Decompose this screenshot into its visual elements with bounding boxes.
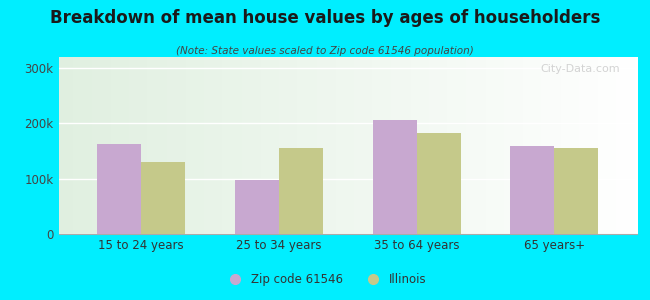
Bar	[279, 148, 323, 234]
Text: City-Data.com: City-Data.com	[540, 64, 619, 74]
Bar	[554, 148, 599, 234]
Bar	[510, 146, 554, 234]
Bar	[141, 162, 185, 234]
Bar	[372, 119, 417, 234]
Text: (Note: State values scaled to Zip code 61546 population): (Note: State values scaled to Zip code 6…	[176, 46, 474, 56]
Bar	[97, 144, 141, 234]
Text: Breakdown of mean house values by ages of householders: Breakdown of mean house values by ages o…	[50, 9, 600, 27]
Bar	[417, 133, 461, 234]
Legend: Zip code 61546, Illinois: Zip code 61546, Illinois	[218, 269, 432, 291]
Bar	[235, 180, 279, 234]
